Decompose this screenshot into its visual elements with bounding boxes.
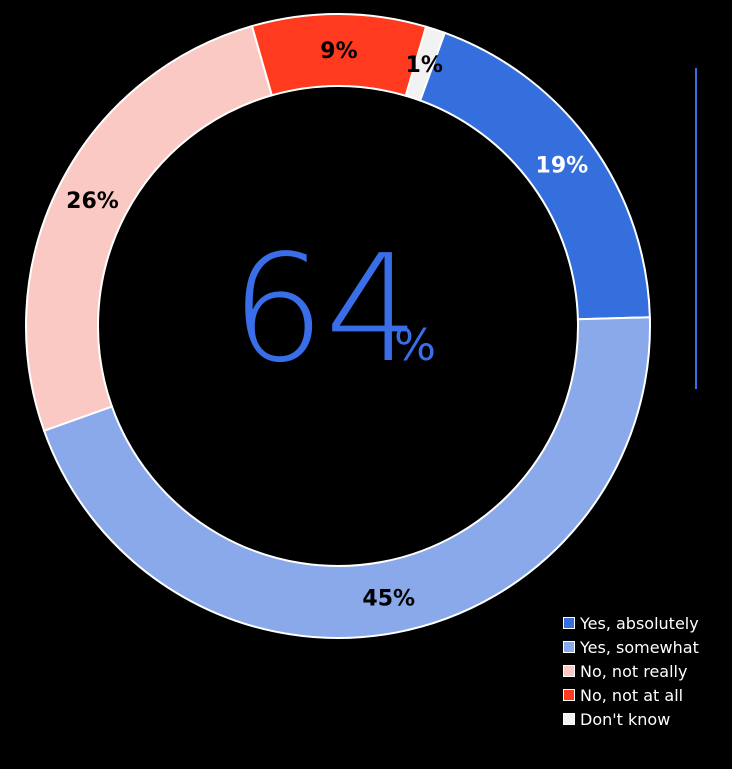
legend-item-2: Yes, somewhat: [563, 635, 732, 659]
legend-item-1: Yes, absolutely: [563, 611, 732, 635]
legend-item-4: No, not at all: [563, 683, 732, 707]
legend-label: Don't know: [580, 709, 671, 729]
slice-labels: 19% 45% 26% 9% 1%: [66, 39, 588, 611]
legend-swatch: [563, 713, 575, 725]
chart-legend: Yes, absolutely Yes, somewhat No, not real…: [563, 611, 732, 731]
slice-label-3: 26%: [66, 189, 119, 214]
vertical-divider: [695, 68, 697, 389]
donut-slices: [25, 13, 651, 639]
legend-label: No, not at all: [580, 685, 684, 705]
legend-swatch: [563, 689, 575, 701]
legend-label: Yes, somewhat: [580, 637, 699, 657]
donut-slice-2: [42, 316, 651, 639]
legend-swatch: [563, 641, 575, 653]
donut-slice-5: [404, 25, 446, 102]
center-value: 64: [231, 223, 419, 395]
legend-swatch: [563, 665, 575, 677]
slice-label-5: 1%: [406, 53, 443, 78]
legend-label: No, not really: [580, 661, 688, 681]
legend-item-5: Don't know: [563, 707, 732, 731]
slice-label-1: 19%: [536, 154, 589, 179]
legend-item-3: No, not really: [563, 659, 732, 683]
legend-swatch: [563, 617, 575, 629]
legend-label: Yes, absolutely: [580, 613, 699, 633]
slice-label-4: 9%: [320, 39, 357, 64]
slice-label-2: 45%: [362, 586, 415, 611]
center-unit: %: [394, 320, 436, 371]
